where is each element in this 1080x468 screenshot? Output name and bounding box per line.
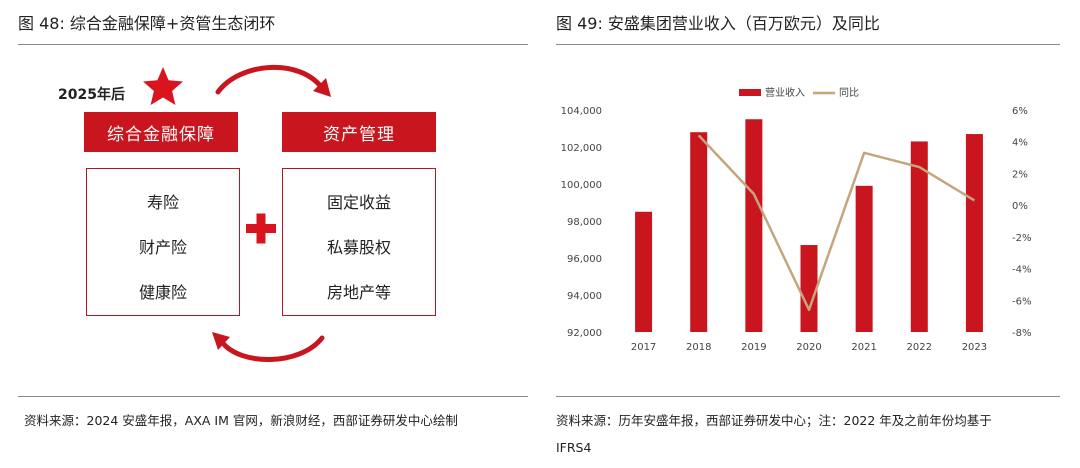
left-diagram-decor [143,65,331,362]
list-item: 房地产等 [326,283,391,302]
header-financial-protection: 综合金融保障 [84,112,238,152]
revenue-chart: 营业收入 同比 92,000 94,000 96,000 98,000 100,000 1… [561,86,1032,353]
legend-label-revenue: 营业收入 [765,86,805,99]
left-tick-label: 92,000 [567,328,602,339]
x-tick-label: 2018 [686,342,711,353]
star-icon [143,67,183,105]
right-tick-label: 6% [1012,106,1028,117]
list-item: 固定收益 [326,193,391,212]
right-tick-label: -8% [1012,328,1031,339]
x-tick-label: 2017 [631,342,656,353]
x-tick-label: 2021 [851,342,876,353]
right-tick-label: 2% [1012,169,1028,180]
left-figure-title: 图 48: 综合金融保障+资管生态闭环 [18,14,276,33]
right-figure-title: 图 49: 安盛集团营业收入（百万欧元）及同比 [556,14,880,33]
list-item: 寿险 [146,193,179,212]
x-tick-label: 2019 [741,342,766,353]
left-tick-label: 104,000 [561,106,602,117]
left-tick-label: 102,000 [561,143,602,154]
right-source-note-line2: IFRS4 [556,440,592,455]
revenue-bar [910,141,928,332]
year-label: 2025年后 [58,87,125,103]
list-item: 私募股权 [326,238,391,257]
x-tick-label: 2023 [962,342,987,353]
insurance-list-box: 寿险 财产险 健康险 [86,168,240,316]
left-tick-label: 98,000 [567,217,602,228]
revenue-bar [965,134,983,332]
right-tick-label: -2% [1012,233,1031,244]
revenue-bar [690,132,708,332]
right-tick-label: 4% [1012,138,1028,149]
list-item: 财产险 [138,238,187,257]
left-tick-label: 100,000 [561,180,602,191]
left-tick-label: 94,000 [567,291,602,302]
bottom-curved-arrow-icon [219,335,325,362]
left-source-note: 资料来源：2024 安盛年报，AXA IM 官网，新浪财经，西部证券研发中心绘制 [24,413,458,428]
asset-list-box: 固定收益 私募股权 房地产等 [282,168,436,316]
right-tick-label: -4% [1012,265,1031,276]
left-source-rule [18,396,528,397]
legend-swatch-revenue [739,89,761,96]
right-title-rule [556,44,1060,45]
chart-legend: 营业收入 同比 [739,86,859,99]
revenue-bar [855,185,873,332]
right-tick-label: 0% [1012,201,1028,212]
header-asset-management: 资产管理 [282,112,436,152]
list-item: 健康险 [138,283,187,302]
x-tick-label: 2020 [796,342,821,353]
right-source-rule [556,396,1060,397]
legend-label-yoy: 同比 [839,87,859,99]
left-tick-label: 96,000 [567,254,602,265]
revenue-bar [635,211,653,332]
right-source-note-line1: 资料来源：历年安盛年报，西部证券研发中心；注：2022 年及之前年份均基于 [556,413,992,428]
yoy-line [697,134,976,312]
right-tick-label: -6% [1012,296,1031,307]
x-tick-label: 2022 [907,342,932,353]
revenue-bar [800,245,818,332]
left-title-rule [18,44,528,45]
revenue-bar [745,119,763,332]
top-curved-arrow-icon [215,65,325,95]
